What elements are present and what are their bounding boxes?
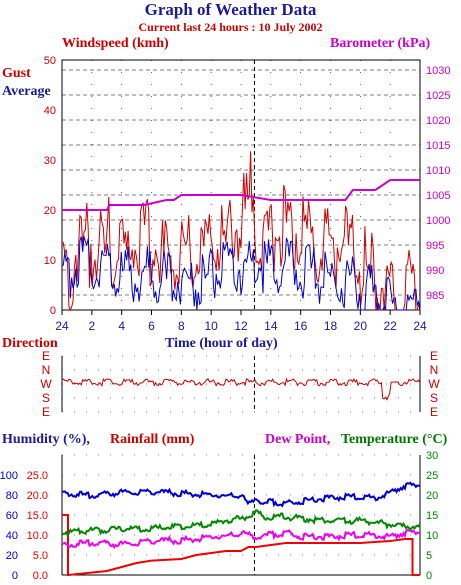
time-tick-label: 24 [413,319,427,333]
humidity-tick-label: 20 [6,550,18,562]
gust-legend: Gust [2,66,31,81]
temperature-tick-label: 5 [426,550,432,562]
barometer-tick-label: 995 [426,240,444,252]
direction-tick-label: W [428,377,440,391]
direction-tick-label: N [430,363,439,377]
humidity-label: Humidity (%), [2,432,90,447]
barometer-tick-label: 1020 [426,115,450,127]
dewpoint-label: Dew Point, [265,432,331,447]
time-axis-label: Time (hour of day) [165,336,278,351]
dewpoint-series-line [61,528,420,550]
direction-series-line [61,377,421,401]
windspeed-tick-label: 0 [50,305,56,317]
rainfall-tick-label: 5.0 [33,550,48,562]
barometer-tick-label: 990 [426,265,444,277]
rainfall-tick-label: 25.0 [27,470,48,482]
time-tick-label: 20 [354,319,368,333]
temperature-label: Temperature (°C) [341,432,448,447]
humidity-tick-label: 0 [12,570,18,582]
direction-tick-label: S [430,391,438,405]
temperature-tick-label: 0 [426,570,432,582]
windspeed-tick-label: 30 [44,155,56,167]
temperature-tick-label: 15 [426,510,438,522]
humidity-tick-label: 80 [6,490,18,502]
temperature-tick-label: 30 [426,450,438,462]
chart-title: Graph of Weather Data [144,0,317,19]
rainfall-tick-label: 15.0 [27,510,48,522]
humidity-series-line [61,481,420,508]
temperature-tick-label: 25 [426,470,438,482]
time-tick-label: 24 [55,319,69,333]
barometer-tick-label: 1005 [426,190,450,202]
time-tick-label: 16 [294,319,308,333]
time-tick-label: 22 [383,319,397,333]
direction-tick-label: W [40,377,52,391]
barometer-tick-label: 985 [426,290,444,302]
temperature-tick-label: 10 [426,530,438,542]
rainfall-label: Rainfall (mm) [110,432,195,447]
time-tick-label: 10 [204,319,218,333]
humidity-tick-label: 40 [6,530,18,542]
time-tick-label: 4 [118,319,125,333]
direction-label: Direction [2,336,58,351]
windspeed-tick-label: 50 [44,55,56,67]
average-series-line [61,236,421,311]
windspeed-tick-label: 40 [44,105,56,117]
time-tick-label: 18 [324,319,338,333]
temperature-tick-label: 20 [426,490,438,502]
direction-tick-label: E [430,405,438,419]
average-legend: Average [2,84,51,99]
time-tick-label: 12 [234,319,248,333]
rainfall-tick-label: 0.0 [33,570,48,582]
barometer-tick-label: 1000 [426,215,450,227]
rainfall-series-line [62,514,420,577]
time-tick-label: 6 [148,319,155,333]
direction-tick-label: E [430,349,438,363]
barometer-tick-label: 1015 [426,140,450,152]
direction-tick-label: E [42,405,50,419]
barometer-series-line [62,179,420,211]
windspeed-tick-label: 20 [44,205,56,217]
humidity-tick-label: 60 [6,510,18,522]
direction-tick-label: S [42,391,50,405]
windspeed-tick-label: 10 [44,255,56,267]
temperature-series-line [61,508,421,537]
barometer-axis-label: Barometer (kPa) [330,36,431,51]
gust-series-line [61,151,421,312]
rainfall-tick-label: 20.0 [27,490,48,502]
time-tick-label: 2 [88,319,95,333]
humidity-tick-label: 100 [0,470,18,482]
barometer-tick-label: 1030 [426,65,450,77]
time-tick-label: 8 [178,319,185,333]
barometer-tick-label: 1010 [426,165,450,177]
chart-subtitle: Current last 24 hours : 10 July 2002 [138,20,323,34]
direction-tick-label: N [42,363,51,377]
barometer-tick-label: 1025 [426,90,450,102]
windspeed-axis-label: Windspeed (kmh) [62,36,169,51]
rainfall-tick-label: 10.0 [27,530,48,542]
direction-tick-label: E [42,349,50,363]
time-tick-label: 14 [264,319,278,333]
